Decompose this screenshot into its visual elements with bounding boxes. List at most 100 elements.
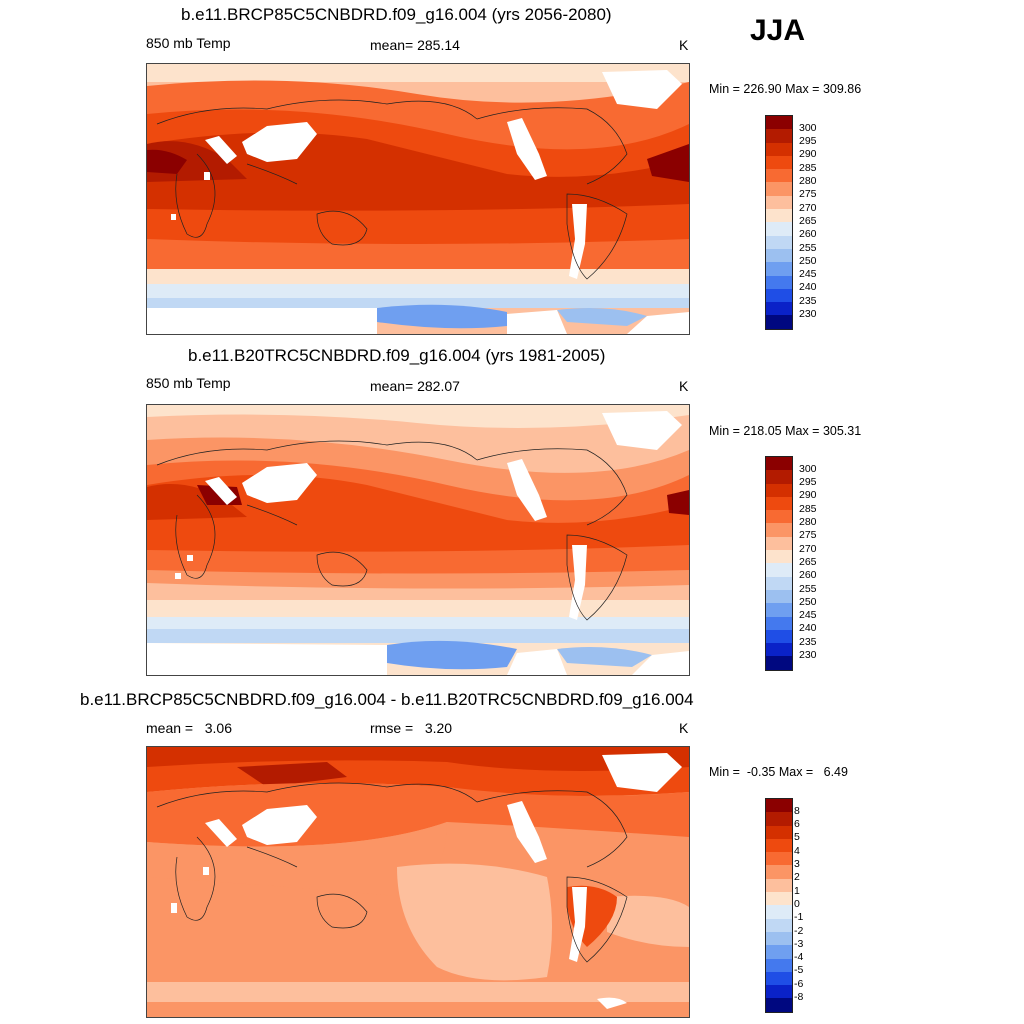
panel-3-title: b.e11.BRCP85C5CNBDRD.f09_g16.004 - b.e11… <box>80 690 694 709</box>
colorbar-tick-label: 230 <box>799 649 817 661</box>
colorbar-swatch <box>766 288 792 303</box>
panel-3-minmax: Min = -0.35 Max = 6.49 <box>709 765 848 779</box>
panel-1-temperature-field <box>147 64 689 334</box>
colorbar-tick-label: -2 <box>794 924 804 937</box>
panel-2-units-label: K <box>679 378 689 394</box>
panel-2-variable-label: 850 mb Temp <box>146 375 231 391</box>
colorbar-swatch <box>766 825 792 839</box>
colorbar-swatch <box>766 523 792 537</box>
colorbar-swatch <box>766 262 792 276</box>
colorbar-swatch <box>766 142 792 156</box>
colorbar-swatch <box>766 576 792 590</box>
colorbar-swatch <box>766 799 792 813</box>
colorbar-tick-label: 6 <box>794 818 800 831</box>
colorbar-swatch <box>766 275 792 289</box>
colorbar-swatch <box>766 971 792 986</box>
colorbar-swatch <box>766 496 792 511</box>
colorbar-tick-label: 265 <box>799 214 817 227</box>
panel-1-title: b.e11.BRCP85C5CNBDRD.f09_g16.004 (yrs 20… <box>181 5 612 24</box>
colorbar-tick-label: 270 <box>799 542 817 555</box>
colorbar-swatch <box>766 248 792 263</box>
colorbar-tick-label: 295 <box>799 135 817 148</box>
panel-1-map <box>146 63 690 335</box>
colorbar-swatch <box>766 116 792 130</box>
colorbar-swatch <box>766 209 792 223</box>
colorbar-swatch <box>766 865 792 879</box>
colorbar-tick-label: 270 <box>799 201 817 214</box>
colorbar-tick-label: 280 <box>799 175 817 187</box>
colorbar-swatch <box>766 643 792 657</box>
colorbar-swatch <box>766 550 792 564</box>
panel-1-units-label: K <box>679 37 689 53</box>
colorbar-tick-label: 240 <box>799 281 817 294</box>
colorbar-swatch <box>766 852 792 866</box>
panel-3-map <box>146 746 690 1018</box>
colorbar-tick-label: 285 <box>799 161 817 174</box>
colorbar-swatch <box>766 129 792 143</box>
season-label: JJA <box>750 14 806 47</box>
colorbar-tick-label: 275 <box>799 188 817 201</box>
colorbar-swatch <box>766 155 792 170</box>
colorbar-tick-label: 245 <box>799 609 817 622</box>
colorbar-tick-label: 250 <box>799 254 817 267</box>
colorbar-tick-label: 5 <box>794 831 800 844</box>
colorbar-swatch <box>766 905 792 919</box>
panel-3-difference-field <box>147 747 689 1017</box>
colorbar-tick-label: 260 <box>799 228 817 241</box>
colorbar-tick-label: 265 <box>799 555 817 568</box>
colorbar-tick-label: -3 <box>794 937 804 950</box>
colorbar-swatch <box>766 470 792 484</box>
colorbar-swatch <box>766 958 792 972</box>
panel-2-colorbar <box>765 456 793 671</box>
colorbar-tick-label: 1 <box>794 884 800 897</box>
colorbar-swatch <box>766 536 792 551</box>
colorbar-swatch <box>766 838 792 853</box>
panel-2-minmax: Min = 218.05 Max = 305.31 <box>709 424 862 438</box>
colorbar-tick-label: -5 <box>794 964 804 977</box>
colorbar-swatch <box>766 878 792 893</box>
colorbar-tick-label: 235 <box>799 294 817 307</box>
colorbar-swatch <box>766 302 792 316</box>
colorbar-tick-label: -6 <box>794 977 804 990</box>
colorbar-swatch <box>766 945 792 959</box>
colorbar-swatch <box>766 985 792 999</box>
colorbar-swatch <box>766 998 792 1012</box>
colorbar-swatch <box>766 315 792 329</box>
colorbar-tick-label: 0 <box>794 897 800 910</box>
panel-3-colorbar <box>765 798 793 1013</box>
colorbar-swatch <box>766 616 792 630</box>
colorbar-tick-label: -8 <box>794 991 804 1003</box>
colorbar-swatch <box>766 589 792 604</box>
colorbar-swatch <box>766 169 792 183</box>
colorbar-swatch <box>766 629 792 644</box>
colorbar-tick-label: -4 <box>794 951 804 964</box>
panel-3-rmse-label: rmse = 3.20 <box>370 720 453 736</box>
panel-1-mean-label: mean= 285.14 <box>370 37 460 53</box>
colorbar-tick-label: 285 <box>799 502 817 515</box>
colorbar-tick-label: 250 <box>799 595 817 608</box>
panel-2-map <box>146 404 690 676</box>
colorbar-tick-label: 290 <box>799 489 817 502</box>
colorbar-tick-label: 290 <box>799 148 817 161</box>
colorbar-tick-label: 280 <box>799 516 817 528</box>
colorbar-tick-label: 255 <box>799 582 817 595</box>
colorbar-tick-label: 260 <box>799 569 817 582</box>
colorbar-tick-label: 275 <box>799 529 817 542</box>
colorbar-swatch <box>766 235 792 249</box>
colorbar-tick-label: -1 <box>794 911 804 924</box>
colorbar-swatch <box>766 510 792 524</box>
colorbar-swatch <box>766 195 792 210</box>
colorbar-tick-label: 300 <box>799 462 817 475</box>
colorbar-swatch <box>766 457 792 471</box>
colorbar-swatch <box>766 603 792 617</box>
colorbar-tick-label: 295 <box>799 476 817 489</box>
colorbar-swatch <box>766 812 792 826</box>
colorbar-swatch <box>766 892 792 906</box>
colorbar-swatch <box>766 563 792 577</box>
panel-1-minmax: Min = 226.90 Max = 309.86 <box>709 82 862 96</box>
panel-1-colorbar <box>765 115 793 330</box>
panel-2-mean-label: mean= 282.07 <box>370 378 460 394</box>
colorbar-swatch <box>766 182 792 196</box>
colorbar-tick-label: 300 <box>799 121 817 134</box>
colorbar-swatch <box>766 222 792 236</box>
